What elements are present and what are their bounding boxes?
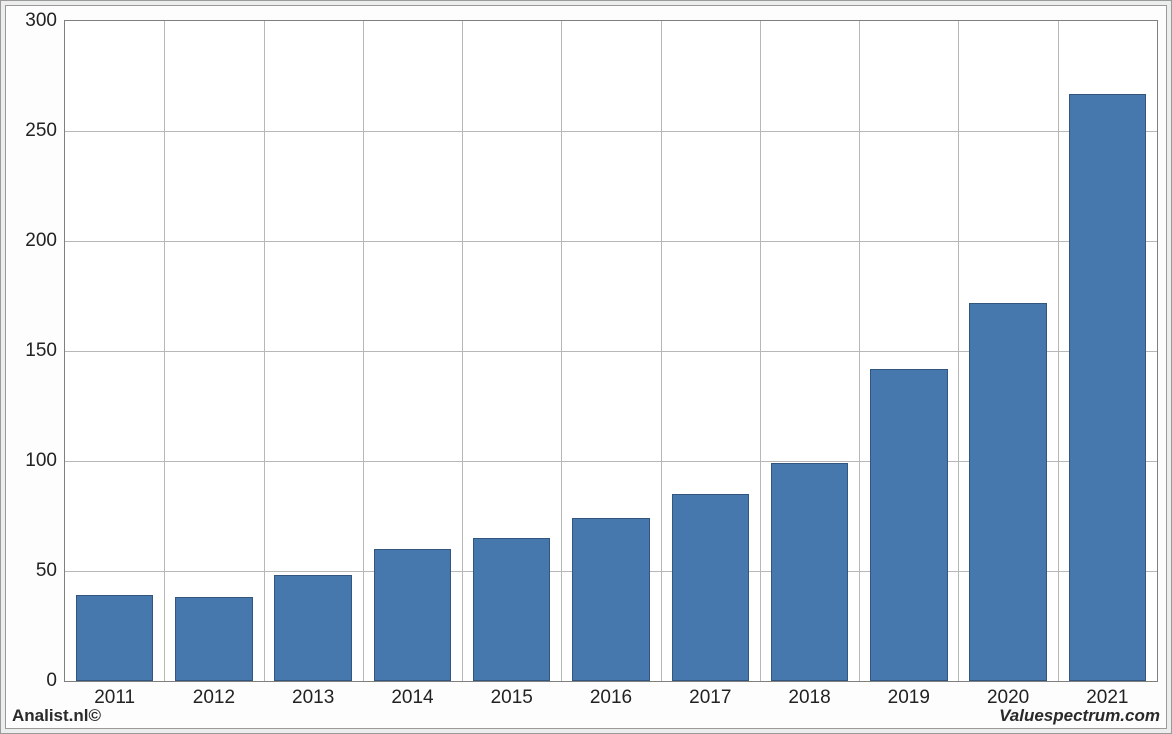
bar (870, 369, 947, 681)
y-axis-tick-label: 150 (25, 340, 65, 362)
x-axis-tick-label: 2013 (292, 681, 334, 709)
gridline-vertical (859, 21, 860, 681)
bar (274, 575, 351, 681)
chart-panel: 0 50 100 150 200 250 300 2011 2012 2013 2014 2015 20… (5, 5, 1167, 729)
y-axis-tick-label: 50 (36, 560, 65, 582)
bar (1069, 94, 1146, 681)
x-axis-tick-label: 2015 (491, 681, 533, 709)
gridline-vertical (561, 21, 562, 681)
x-axis-tick-label: 2017 (689, 681, 731, 709)
footer-credit-left: Analist.nl© (12, 706, 101, 726)
footer-credit-right: Valuespectrum.com (999, 706, 1160, 726)
gridline-vertical (1058, 21, 1059, 681)
y-axis-tick-label: 0 (46, 670, 65, 692)
y-axis-tick-label: 300 (25, 10, 65, 32)
gridline-vertical (958, 21, 959, 681)
bar (771, 463, 848, 681)
bar (374, 549, 451, 681)
gridline-vertical (661, 21, 662, 681)
y-axis-tick-label: 200 (25, 230, 65, 252)
y-axis-tick-label: 250 (25, 120, 65, 142)
bar (672, 494, 749, 681)
plot-area: 0501001502002503002011201220132014201520… (64, 20, 1158, 682)
bar (473, 538, 550, 681)
gridline-vertical (363, 21, 364, 681)
x-axis-tick-label: 2018 (788, 681, 830, 709)
x-axis-tick-label: 2014 (391, 681, 433, 709)
x-axis-tick-label: 2020 (987, 681, 1029, 709)
bar (572, 518, 649, 681)
x-axis-tick-label: 2012 (193, 681, 235, 709)
bar (76, 595, 153, 681)
gridline-horizontal (65, 131, 1157, 132)
bar (175, 597, 252, 681)
gridline-vertical (264, 21, 265, 681)
bar (969, 303, 1046, 681)
chart-frame: 0 50 100 150 200 250 300 2011 2012 2013 2014 2015 20… (0, 0, 1172, 734)
x-axis-tick-label: 2016 (590, 681, 632, 709)
x-axis-tick-label: 2011 (94, 681, 135, 709)
gridline-vertical (760, 21, 761, 681)
x-axis-tick-label: 2019 (888, 681, 930, 709)
x-axis-tick-label: 2021 (1086, 681, 1128, 709)
y-axis-tick-label: 100 (25, 450, 65, 472)
gridline-horizontal (65, 241, 1157, 242)
gridline-vertical (462, 21, 463, 681)
gridline-vertical (164, 21, 165, 681)
